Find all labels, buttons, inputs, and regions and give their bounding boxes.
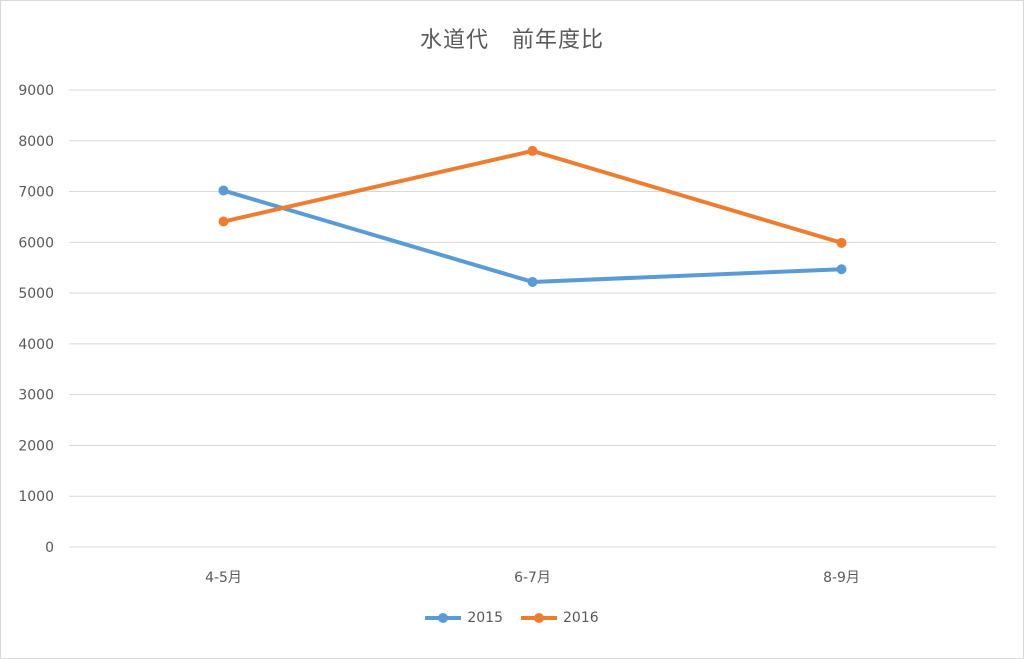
- y-tick-label: 9000: [18, 83, 54, 99]
- legend-swatch-2016: [521, 613, 557, 623]
- data-point-2015: [218, 185, 229, 196]
- x-tick-label: 8-9月: [823, 570, 860, 586]
- series-line-2016: [221, 148, 844, 245]
- y-tick-label: 5000: [18, 286, 54, 302]
- data-point-2016: [218, 216, 229, 227]
- y-tick-label: 6000: [18, 235, 54, 251]
- data-point-2015: [836, 264, 847, 275]
- y-tick-label: 7000: [18, 185, 54, 201]
- y-tick-label: 0: [45, 540, 54, 556]
- legend-label-2015: 2015: [467, 610, 503, 626]
- y-tick-label: 1000: [18, 489, 54, 505]
- legend-label-2016: 2016: [563, 610, 599, 626]
- x-tick-label: 4-5月: [205, 570, 242, 586]
- legend-item-2016: 2016: [521, 610, 599, 626]
- data-point-2016: [527, 145, 538, 156]
- y-tick-label: 2000: [18, 438, 54, 454]
- chart-legend: 2015 2016: [0, 610, 1024, 626]
- y-tick-label: 4000: [18, 337, 54, 353]
- data-point-2016: [836, 237, 847, 248]
- y-tick-label: 3000: [18, 388, 54, 404]
- chart-title: 水道代 前年度比: [419, 28, 604, 53]
- x-tick-label: 6-7月: [514, 570, 551, 586]
- y-tick-label: 8000: [18, 134, 54, 150]
- series-line-2015: [221, 188, 844, 284]
- legend-item-2015: 2015: [425, 610, 503, 626]
- data-point-2015: [527, 276, 538, 287]
- legend-swatch-2015: [425, 613, 462, 623]
